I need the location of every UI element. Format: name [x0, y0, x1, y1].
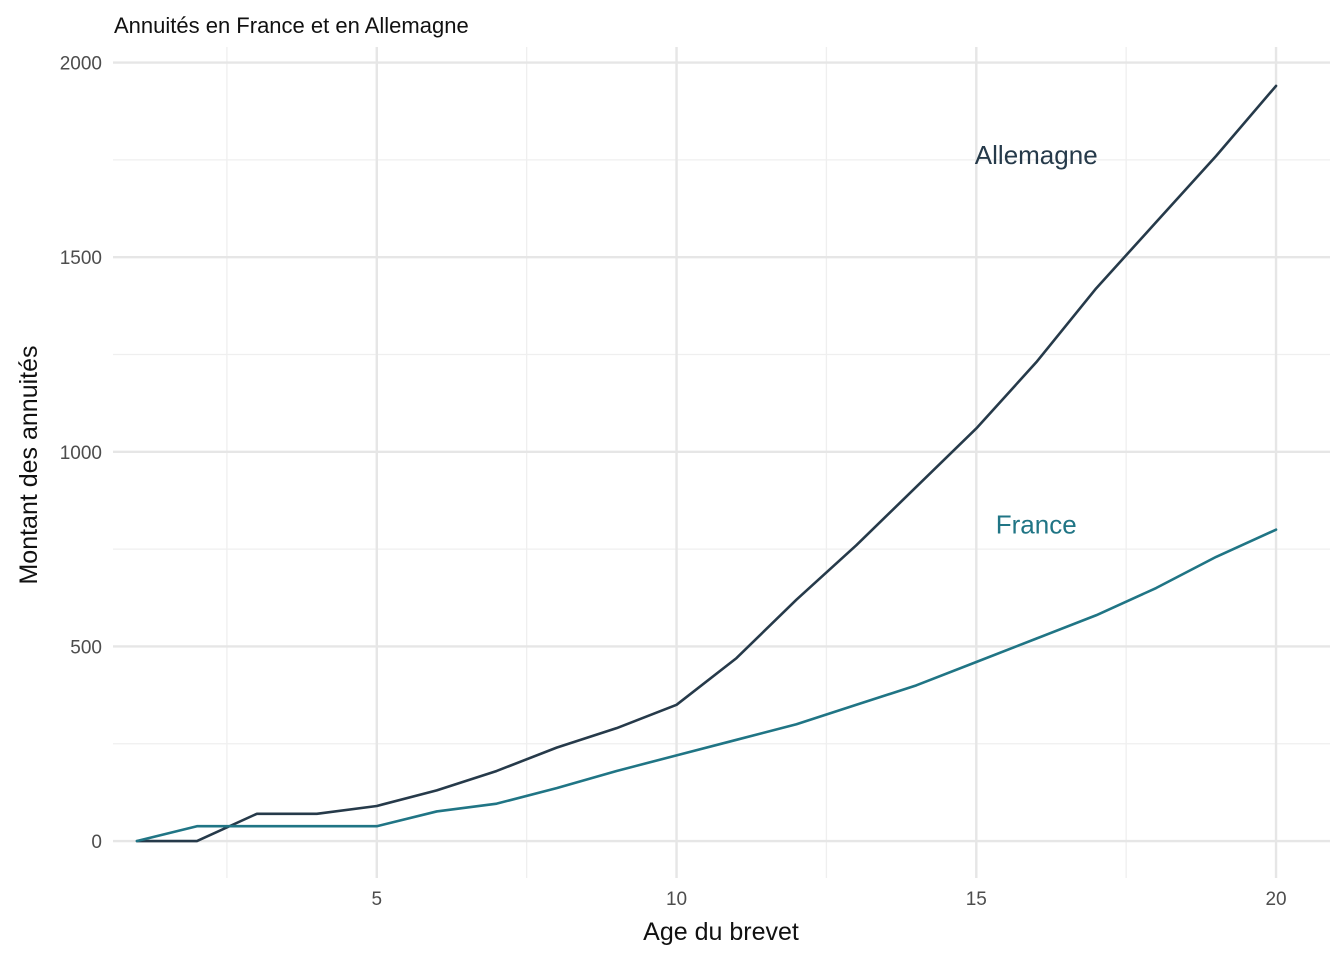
y-tick-label: 1500 [60, 248, 102, 269]
y-axis-ticks: 0 500 1000 1500 2000 [60, 54, 102, 853]
x-tick-label: 20 [1265, 889, 1286, 910]
series-label-france: France [996, 510, 1077, 540]
y-tick-label: 1000 [60, 443, 102, 464]
series-lines [135, 84, 1278, 843]
x-tick-label: 15 [966, 889, 987, 910]
x-axis-title: Age du brevet [643, 918, 799, 946]
series-line-allemagne [135, 84, 1278, 843]
chart-title: Annuités en France et en Allemagne [114, 13, 469, 38]
x-tick-label: 5 [371, 889, 382, 910]
x-axis-ticks: 5 10 15 20 [371, 889, 1286, 910]
series-labels: Allemagne France [975, 140, 1098, 540]
y-axis-title: Montant des annuités [15, 345, 43, 584]
series-label-allemagne: Allemagne [975, 140, 1098, 170]
y-tick-label: 500 [70, 637, 102, 658]
series-line-france [135, 528, 1278, 843]
y-tick-label: 0 [91, 832, 102, 853]
y-tick-label: 2000 [60, 54, 102, 75]
x-tick-label: 10 [666, 889, 687, 910]
major-gridlines [113, 47, 1330, 878]
minor-gridlines [113, 47, 1330, 878]
